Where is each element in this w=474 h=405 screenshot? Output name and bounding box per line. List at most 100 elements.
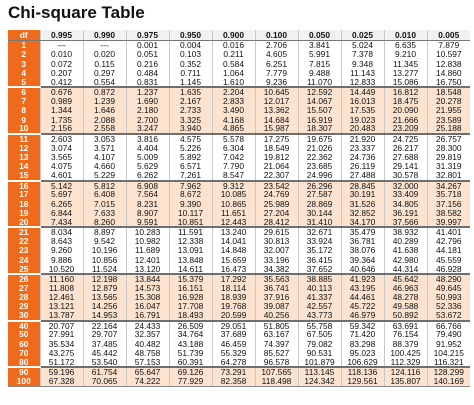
value-cell: 23.337 [340,143,384,153]
value-cell: 2.088 [82,115,126,125]
value-cell: 14.860 [426,68,470,78]
df-cell: 6 [8,87,40,97]
value-cell: 13.787 [39,311,83,322]
value-cell: 13.848 [168,255,212,265]
value-cell: 2.167 [168,96,212,106]
table-row: 17 5.697 6.408 7.564 8.672 10.085 24.769 27.587… [8,189,470,200]
table-row: 16 5.142 5.812 6.908 7.962 9.312 23.542 26.296 2… [8,180,470,190]
value-cell: 3.841 [297,40,341,50]
value-cell: 0.010 [39,49,83,60]
value-cell: 16.812 [383,87,427,97]
value-cell: 5.697 [39,189,83,200]
value-cell: 2.706 [254,40,298,50]
value-cell: 14.684 [254,115,298,125]
value-cell: 49.645 [426,283,470,293]
table-row: 1 --- --- 0.001 0.004 0.016 2.706 3.841 5.024 6.6… [8,40,470,50]
value-cell: 34.382 [254,264,298,275]
value-cell: 129.561 [340,376,384,387]
value-cell: 0.676 [39,87,83,97]
value-cell: 128.299 [426,367,470,377]
value-cell: 32.852 [340,208,384,218]
value-cell: 26.509 [168,320,212,331]
value-cell: 21.920 [340,133,384,144]
value-cell: 5.229 [82,171,126,182]
value-cell: 21.026 [297,143,341,153]
value-cell: 36.741 [254,283,298,293]
value-cell: 2.204 [211,87,255,97]
value-cell: 10.645 [254,87,298,97]
value-cell: 29.819 [426,152,470,162]
value-cell: 35.479 [340,227,384,237]
value-cell: 8.643 [39,236,83,246]
value-cell: 36.415 [297,255,341,265]
value-cell: 13.277 [383,68,427,78]
value-cell: 4.575 [168,133,212,144]
value-cell: 17.535 [340,105,384,116]
value-cell: 9.542 [82,236,126,246]
column-header: 0.900 [211,30,255,41]
value-cell: 7.261 [168,171,212,182]
value-cell: 7.790 [211,161,255,172]
value-cell: 42.796 [426,236,470,246]
table-row: 5 0.412 0.554 0.831 1.145 1.610 9.236 11.070 12.… [8,77,470,89]
value-cell: 19.812 [254,152,298,162]
value-cell: 9.488 [297,68,341,78]
value-cell: 12.198 [82,273,126,284]
value-cell: 4.865 [211,124,255,135]
value-cell: 1.145 [168,77,212,89]
value-cell: 74.397 [254,339,298,349]
value-cell: 106.629 [340,357,384,369]
value-cell: 20.599 [211,311,255,322]
value-cell: 48.290 [426,273,470,284]
table-row: 13 3.565 4.107 5.009 5.892 7.042 19.812 22.362 2… [8,152,470,162]
value-cell: 22.307 [254,171,298,182]
value-cell: 28.300 [426,143,470,153]
value-cell: 57.153 [125,357,169,369]
value-cell: 16.919 [297,115,341,125]
value-cell: 3.247 [125,124,169,135]
table-row: 21 8.034 8.897 10.283 11.591 13.240 29.615 32.6… [8,227,470,237]
value-cell: 4.605 [254,49,298,60]
value-cell: 0.004 [168,40,212,50]
value-cell: 18.114 [211,283,255,293]
column-header: 0.010 [383,30,427,41]
value-cell: 28.845 [340,180,384,190]
value-cell: 0.412 [39,77,83,89]
value-cell: 70.065 [82,376,126,387]
value-cell: 7.815 [297,59,341,69]
value-cell: 11.591 [168,227,212,237]
value-cell: 4.660 [82,161,126,172]
table-row: 23 9.260 10.196 11.689 13.091 14.848 32.007 35.… [8,245,470,256]
value-cell: 0.872 [82,87,126,97]
table-row: 11 2.603 3.053 3.816 4.575 5.578 17.275 19.675 2… [8,133,470,144]
value-cell: 38.885 [297,273,341,284]
value-cell: 12.838 [426,59,470,69]
value-cell: 0.216 [125,59,169,69]
value-cell: 40.113 [297,283,341,293]
df-cell: 11 [8,133,40,144]
value-cell: 13.844 [125,273,169,284]
value-cell: 36.781 [340,236,384,246]
value-cell: 0.016 [211,40,255,50]
value-cell: 13.120 [125,264,169,275]
table-row: 2 0.010 0.020 0.051 0.103 0.211 4.605 5.991 7.37… [8,49,470,60]
column-header: 0.025 [340,30,384,41]
table-row: 3 0.072 0.115 0.216 0.352 0.584 6.251 7.815 9.34… [8,59,470,69]
value-cell: 33.409 [383,189,427,200]
value-cell: 64.278 [211,357,255,369]
value-cell: 40.256 [254,311,298,322]
value-cell: 5.629 [125,161,169,172]
value-cell: 0.051 [125,49,169,60]
value-cell: 17.292 [211,273,255,284]
value-cell: 6.262 [125,171,169,182]
df-cell: 18 [8,199,40,209]
value-cell: 37.566 [383,217,427,229]
value-cell: 14.953 [82,311,126,322]
value-cell: 14.848 [211,245,255,256]
value-cell: 0.584 [211,59,255,69]
value-cell: 10.117 [168,208,212,218]
value-cell: 23.685 [297,161,341,172]
value-cell: 22.164 [82,320,126,331]
value-cell: 66.766 [426,320,470,331]
value-cell: 71.420 [340,330,384,340]
